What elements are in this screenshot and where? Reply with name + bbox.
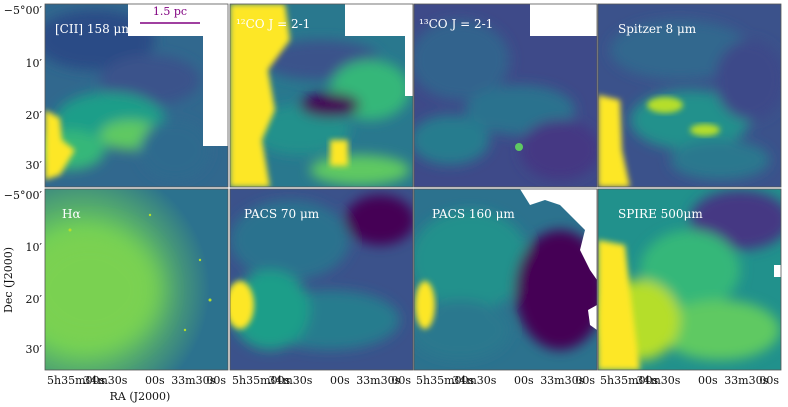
x-axis-title: RA (J2000): [110, 390, 171, 403]
dec-axis-bottom: −5°00′ 10′ 20′ 30′: [4, 189, 43, 356]
panel-spire500: [598, 189, 781, 370]
panel-frames: [44, 3, 782, 371]
ra-tick-p0-3: 33m30s: [171, 374, 215, 387]
dec-tick-top-1: 10′: [26, 57, 43, 70]
ra-tick-p2-0: 5h35m00s: [416, 374, 475, 387]
dec-tick-bottom-1: 10′: [26, 241, 43, 254]
dec-tick-bottom-2: 20′: [26, 293, 43, 306]
panel-13co: [414, 4, 597, 187]
ra-tick-p0-0: 5h35m00s: [47, 374, 106, 387]
panel-label-pacs160: PACS 160 μm: [432, 207, 515, 221]
ra-tick-p2-2: 00s: [514, 374, 534, 387]
dec-tick-bottom-3: 30′: [26, 343, 43, 356]
ra-tick-p1-1: 34m30s: [268, 374, 312, 387]
panel-label-pacs70: PACS 70 μm: [244, 207, 320, 221]
dec-tick-top-3: 30′: [26, 159, 43, 172]
dec-tick-top-2: 20′: [26, 109, 43, 122]
dec-tick-bottom-0: −5°00′: [4, 189, 43, 202]
panel-label-cii: [CII] 158 μm: [55, 22, 133, 36]
panel-pacs70: [230, 189, 413, 370]
ra-tick-p0-1: 34m30s: [83, 374, 127, 387]
panel-12co: [230, 4, 413, 187]
ra-tick-p3-0: 5h35m00s: [600, 374, 659, 387]
ra-tick-p2-1: 34m30s: [452, 374, 496, 387]
panel-label-halpha: Hα: [62, 207, 81, 221]
scale-bar: 1.5 pc: [140, 5, 200, 24]
ra-tick-p1-2: 00s: [330, 374, 350, 387]
ra-tick-p0-2: 00s: [145, 374, 165, 387]
ra-tick-p3-3: 33m30s: [724, 374, 768, 387]
ra-tick-p2-4: 00s: [575, 374, 595, 387]
scale-bar-label: 1.5 pc: [153, 5, 187, 18]
ra-tick-p3-2: 00s: [698, 374, 718, 387]
ra-tick-p3-1: 34m30s: [636, 374, 680, 387]
panel-label-12co: ¹²CO J = 2-1: [236, 17, 310, 31]
y-axis-title: Dec (J2000): [2, 247, 15, 313]
panel-label-13co: ¹³CO J = 2-1: [419, 17, 493, 31]
panel-halpha: [45, 189, 228, 370]
panel-label-spire500: SPIRE 500μm: [618, 207, 703, 221]
panel-label-spitzer: Spitzer 8 μm: [618, 22, 697, 36]
ra-tick-p1-3: 33m30s: [356, 374, 400, 387]
dec-axis-top: −5°00′ 10′ 20′ 30′: [4, 4, 43, 172]
dec-tick-top-0: −5°00′: [4, 4, 43, 17]
ra-tick-p1-4: 00s: [391, 374, 411, 387]
ra-tick-p2-3: 33m30s: [540, 374, 584, 387]
panel-spitzer: [598, 4, 781, 187]
panel-pacs160: [414, 189, 597, 370]
ra-tick-p0-4: 00s: [206, 374, 226, 387]
panel-cii: [45, 4, 228, 187]
ra-tick-p1-0: 5h35m00s: [232, 374, 291, 387]
ra-tick-p3-4: 00s: [759, 374, 779, 387]
